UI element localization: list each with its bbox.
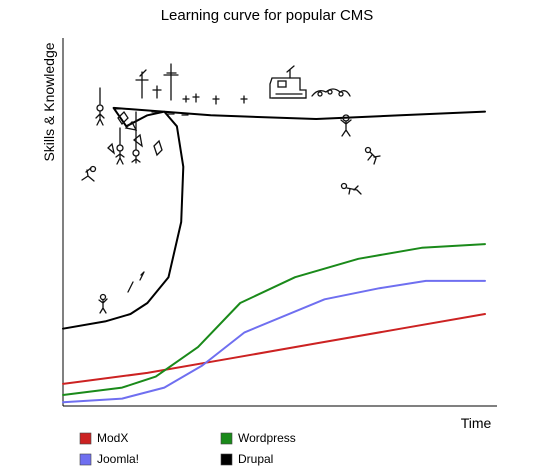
legend-swatch-modx (79, 432, 92, 445)
climber-figure-bottom (98, 271, 145, 314)
legend-label-wordpress: Wordpress (238, 431, 296, 445)
legend-label-modx: ModX (97, 431, 128, 445)
series-line-modx (62, 313, 486, 385)
series-line-joomla (62, 279, 486, 404)
series-line-drupal (62, 106, 486, 330)
series-layer (62, 106, 486, 404)
bulldozer (269, 65, 307, 99)
cliff-edge-dashes (151, 111, 189, 116)
rock-pile (311, 88, 351, 97)
tombstones-crosses (135, 63, 248, 105)
legend-swatch-drupal (220, 453, 233, 466)
legend-label-joomla: Joomla! (97, 452, 139, 466)
x-axis-label: Time (461, 415, 492, 431)
y-axis-label: Skills & Knowledge (41, 42, 57, 161)
legend-swatch-joomla (79, 453, 92, 466)
legend-swatch-wordpress (220, 432, 233, 445)
chart-title: Learning curve for popular CMS (161, 7, 374, 24)
falling-figures (340, 114, 381, 195)
wall-rocks (107, 110, 163, 157)
legend-label-drupal: Drupal (238, 452, 273, 466)
series-line-wordpress (62, 243, 486, 396)
legend: ModX Wordpress Joomla! Drupal (79, 431, 296, 466)
cliff-illustration (81, 63, 381, 314)
hanging-figures (81, 87, 141, 182)
